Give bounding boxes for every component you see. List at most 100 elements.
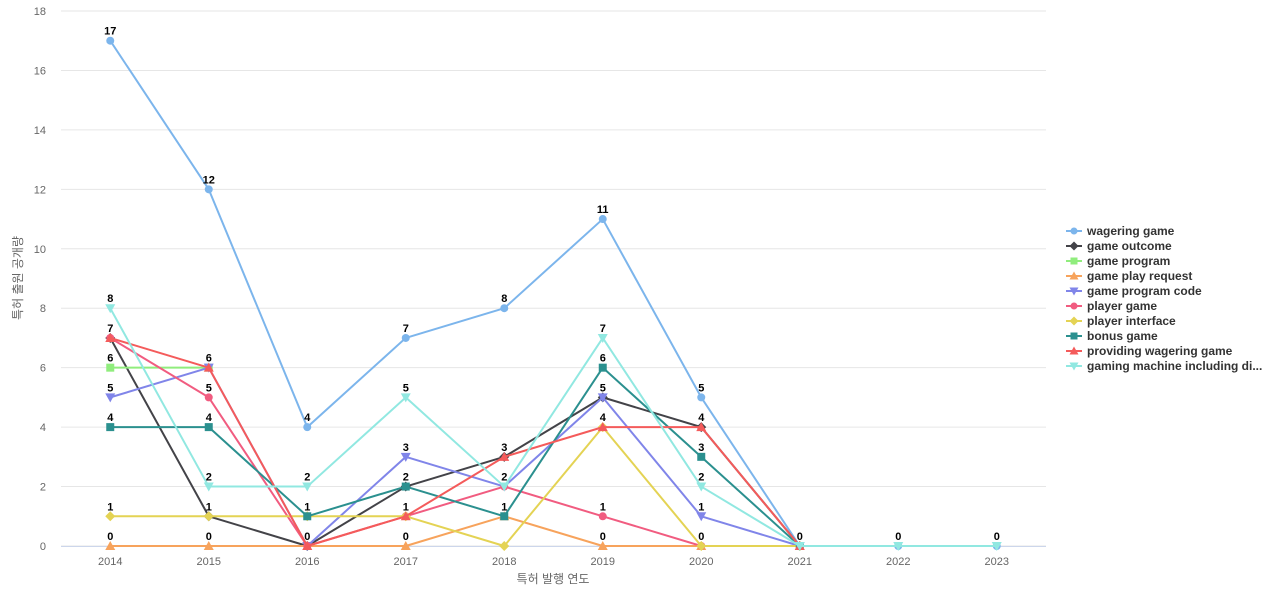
x-tick-label: 2019 [591, 556, 615, 568]
data-point[interactable] [105, 393, 116, 403]
data-point[interactable] [303, 512, 312, 521]
x-axis-ticks: 2014 2015 2016 2017 2018 2019 2020 2021 2022 2023 [98, 556, 1009, 568]
data-point[interactable] [401, 333, 410, 342]
data-point[interactable] [302, 541, 313, 550]
data-point[interactable] [500, 512, 509, 521]
data-label: 0 [206, 531, 212, 543]
data-point[interactable] [105, 541, 116, 550]
data-point[interactable] [598, 215, 607, 224]
data-point[interactable] [697, 393, 706, 402]
legend-label[interactable]: providing wagering game [1087, 344, 1233, 358]
legend-item[interactable]: gaming machine including di... [1066, 359, 1262, 373]
data-point[interactable] [203, 511, 214, 522]
series-line[interactable] [109, 307, 997, 547]
data-point[interactable] [597, 393, 608, 403]
data-point[interactable] [598, 512, 607, 521]
data-point[interactable] [203, 541, 214, 550]
legend-label[interactable]: gaming machine including di... [1087, 359, 1262, 373]
data-point[interactable] [696, 512, 707, 522]
series-group [105, 36, 1002, 551]
legend-label[interactable]: game outcome [1087, 239, 1172, 253]
series-line[interactable] [110, 426, 800, 547]
legend-item[interactable]: bonus game [1066, 329, 1158, 343]
legend-item[interactable]: game play request [1066, 269, 1192, 283]
data-point[interactable] [105, 304, 116, 314]
data-point[interactable] [893, 542, 904, 551]
data-point[interactable] [696, 541, 707, 551]
series-gaming machine including di... [105, 304, 1002, 551]
legend-marker[interactable] [1070, 332, 1078, 340]
data-label: 7 [107, 323, 113, 335]
data-point[interactable] [499, 541, 510, 551]
data-point[interactable] [400, 452, 411, 462]
legend-marker[interactable] [1070, 257, 1078, 265]
data-point[interactable] [499, 482, 510, 492]
data-point[interactable] [794, 542, 805, 551]
data-point[interactable] [203, 362, 214, 372]
legend-marker[interactable] [1069, 287, 1079, 296]
legend-label[interactable]: game play request [1087, 269, 1192, 283]
legend-item[interactable]: player interface [1066, 314, 1176, 328]
legend-marker[interactable] [1069, 271, 1079, 280]
legend-label[interactable]: player game [1087, 299, 1157, 313]
data-point[interactable] [106, 36, 115, 45]
legend-marker[interactable] [1069, 241, 1079, 251]
data-point[interactable] [400, 511, 411, 521]
series-line[interactable] [110, 366, 801, 547]
data-point[interactable] [204, 393, 213, 402]
data-point[interactable] [597, 541, 608, 550]
data-point[interactable] [204, 423, 213, 432]
series-line[interactable] [109, 366, 801, 547]
legend-item[interactable]: game outcome [1066, 239, 1172, 253]
y-tick-label: 4 [40, 422, 46, 434]
legend-item[interactable]: player game [1066, 299, 1157, 313]
data-point[interactable] [400, 393, 411, 403]
data-label: 5 [698, 382, 704, 394]
data-point[interactable] [106, 363, 115, 372]
data-point[interactable] [598, 363, 607, 372]
legend-marker[interactable] [1069, 346, 1079, 355]
legend-item[interactable]: game program code [1066, 284, 1202, 298]
data-point[interactable] [400, 541, 411, 550]
data-label: 2 [403, 472, 409, 484]
data-point[interactable] [203, 482, 214, 492]
data-point[interactable] [597, 422, 608, 432]
legend-marker[interactable] [1069, 362, 1079, 371]
data-label: 5 [600, 382, 606, 394]
legend-label[interactable]: wagering game [1086, 224, 1175, 238]
legend-label[interactable]: bonus game [1087, 329, 1158, 343]
data-point[interactable] [303, 423, 312, 432]
data-point[interactable] [991, 542, 1002, 551]
data-point[interactable] [105, 332, 116, 342]
data-point[interactable] [302, 482, 313, 492]
legend-item[interactable]: game program [1066, 254, 1170, 268]
data-point[interactable] [696, 482, 707, 492]
data-label: 2 [206, 472, 212, 484]
data-labels: 1787654101265421042107532108321117654105… [104, 26, 1000, 543]
series-line[interactable] [109, 40, 997, 547]
legend-marker[interactable] [1070, 302, 1078, 310]
legend-marker[interactable] [1069, 316, 1079, 326]
data-point[interactable] [106, 423, 115, 432]
data-point[interactable] [597, 333, 608, 343]
x-tick-label: 2018 [492, 556, 516, 568]
legend-item[interactable]: wagering game [1066, 224, 1175, 238]
data-point[interactable] [401, 482, 410, 491]
data-point[interactable] [697, 452, 706, 461]
data-point[interactable] [500, 304, 509, 313]
y-tick-label: 8 [40, 303, 46, 315]
legend-label[interactable]: game program [1087, 254, 1170, 268]
series-line[interactable] [109, 336, 801, 547]
data-point[interactable] [499, 451, 510, 461]
data-point[interactable] [696, 422, 707, 432]
legend-marker[interactable] [1070, 227, 1078, 235]
y-axis-ticks: 0 2 4 6 8 10 12 14 16 18 [34, 6, 46, 553]
data-point[interactable] [105, 511, 116, 522]
y-tick-label: 18 [34, 6, 46, 18]
legend-label[interactable]: game program code [1087, 284, 1202, 298]
legend-label[interactable]: player interface [1087, 314, 1176, 328]
x-tick-label: 2022 [886, 556, 910, 568]
data-point[interactable] [204, 185, 213, 194]
legend-item[interactable]: providing wagering game [1066, 344, 1233, 358]
